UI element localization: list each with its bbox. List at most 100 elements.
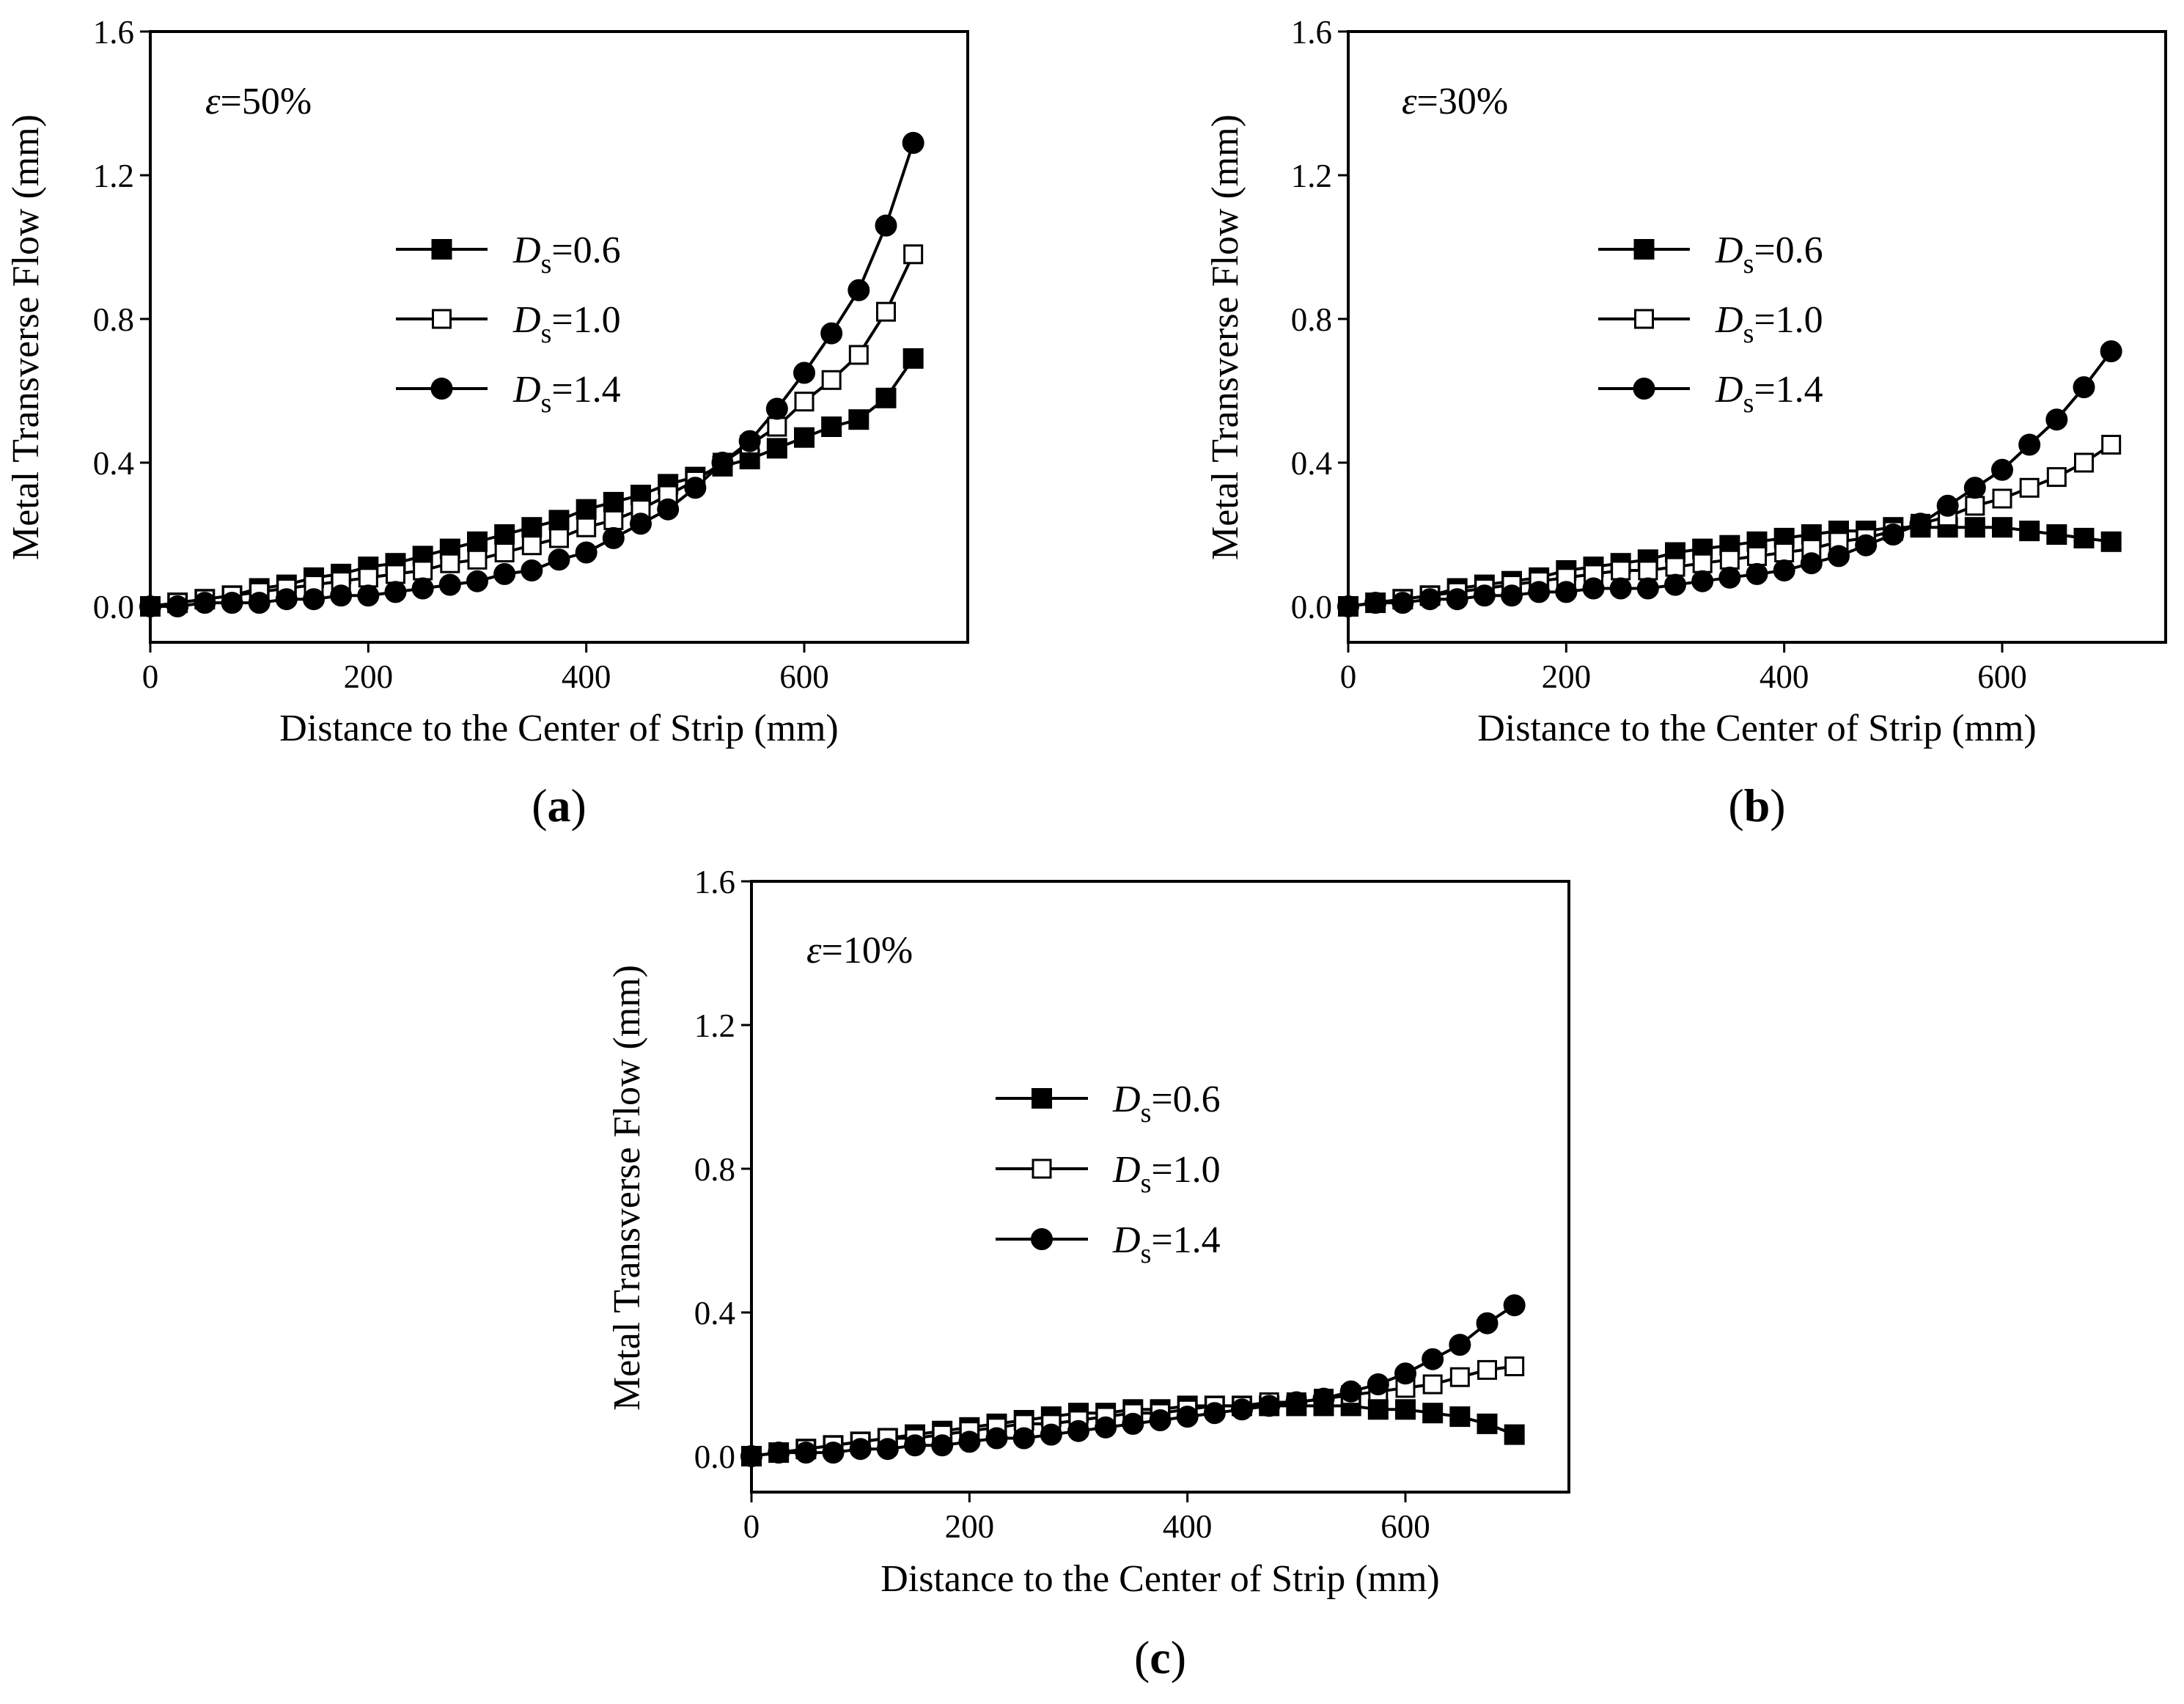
legend-label: Ds=1.0	[1112, 1149, 1221, 1199]
data-point	[1176, 1406, 1199, 1428]
data-point	[1528, 581, 1551, 603]
panel-c: 0 200 400 600 0.0 0.4 0.8 1.2 1.6 Distance to the…	[606, 864, 1570, 1683]
data-point	[2073, 527, 2095, 548]
data-point	[467, 531, 488, 552]
data-point	[467, 549, 488, 570]
x-axis-title: Distance to the Center of Strip (mm)	[279, 708, 838, 749]
data-point	[1800, 552, 1823, 575]
y-axis-title: Metal Transverse Flow (mm)	[606, 965, 648, 1411]
data-point	[958, 1431, 981, 1453]
y-tick-label: 0.0	[694, 1439, 735, 1475]
data-point	[494, 543, 515, 562]
data-point	[1828, 545, 1850, 568]
y-tick-label: 1.6	[1291, 14, 1332, 51]
data-point	[1391, 592, 1414, 614]
legend-marker	[1633, 378, 1655, 400]
data-point	[767, 416, 787, 437]
data-point	[1422, 1374, 1443, 1395]
y-tick-label: 1.6	[694, 864, 735, 900]
data-point	[1477, 1359, 1497, 1380]
data-point	[2019, 521, 2040, 542]
data-point	[1747, 546, 1767, 566]
data-point	[1473, 584, 1496, 607]
data-point	[386, 564, 405, 584]
strain-annotation: ε=50%	[205, 81, 312, 122]
data-point	[1067, 1420, 1089, 1442]
data-point	[1312, 1387, 1335, 1410]
data-point	[1638, 560, 1658, 581]
data-point	[1555, 581, 1578, 603]
data-point	[711, 452, 734, 474]
data-point	[902, 131, 924, 154]
data-point	[985, 1427, 1008, 1450]
data-point	[521, 559, 543, 581]
data-point	[902, 348, 924, 369]
y-tick-label: 0.8	[1291, 301, 1332, 338]
data-point	[1611, 560, 1631, 581]
data-point	[765, 397, 788, 420]
data-point	[1367, 1399, 1389, 1420]
data-point	[1203, 1402, 1226, 1425]
plot-frame	[1347, 30, 2167, 644]
x-tick-label: 400	[1163, 1508, 1213, 1545]
data-point	[848, 279, 870, 301]
x-tick-label: 600	[779, 658, 829, 695]
legend-marker	[432, 309, 452, 329]
y-tick-label: 1.2	[694, 1007, 735, 1044]
data-point	[1665, 557, 1685, 577]
data-point	[330, 584, 353, 607]
data-point	[903, 244, 924, 265]
x-tick-label: 0	[142, 658, 159, 695]
data-point	[521, 535, 542, 556]
data-point	[1419, 588, 1441, 611]
data-point	[2019, 477, 2040, 498]
data-point	[1449, 1367, 1470, 1387]
legend-label: Ds=1.0	[1715, 299, 1823, 349]
data-point	[820, 322, 843, 345]
data-point	[2046, 524, 2067, 545]
data-point	[2101, 435, 2122, 455]
data-point	[413, 560, 433, 581]
data-point	[357, 584, 380, 607]
data-point	[1773, 559, 1795, 581]
data-point	[575, 541, 598, 564]
x-tick-label: 600	[1380, 1508, 1430, 1545]
data-point	[2018, 433, 2041, 456]
y-tick-label: 1.2	[1291, 158, 1332, 194]
data-point	[1012, 1427, 1035, 1450]
data-point	[549, 528, 569, 548]
y-axis-title: Metal Transverse Flow (mm)	[1205, 114, 1246, 560]
data-point	[1719, 549, 1740, 570]
data-point	[1636, 577, 1659, 600]
data-point	[1582, 577, 1605, 600]
strain-annotation: ε=10%	[806, 930, 913, 972]
data-point	[794, 392, 815, 412]
data-point	[738, 430, 761, 452]
legend-marker	[1633, 239, 1655, 260]
data-point	[1449, 1334, 1471, 1356]
data-point	[603, 491, 624, 513]
legend-label: Ds=0.6	[1112, 1079, 1221, 1128]
data-point	[2074, 452, 2094, 473]
data-point	[657, 498, 680, 521]
data-point	[821, 370, 842, 390]
data-point	[358, 568, 378, 588]
data-point	[793, 361, 815, 384]
panel-a: 0 200 400 600 0.0 0.4 0.8 1.2 1.6 Distance to the…	[5, 14, 969, 831]
x-tick-label: 200	[1542, 658, 1592, 695]
data-point	[1692, 553, 1713, 573]
data-point	[875, 387, 897, 408]
data-point	[875, 214, 897, 237]
data-point	[1367, 1373, 1389, 1395]
data-point	[221, 592, 243, 614]
plot-frame	[149, 30, 969, 644]
data-point	[602, 526, 625, 549]
data-point	[548, 548, 570, 571]
data-point	[1339, 1380, 1362, 1403]
data-point	[1364, 592, 1387, 614]
data-point	[303, 588, 325, 611]
data-point	[1718, 566, 1741, 589]
data-point	[521, 517, 543, 538]
x-axis-title: Distance to the Center of Strip (mm)	[880, 1558, 1439, 1600]
data-point	[1040, 1423, 1062, 1446]
